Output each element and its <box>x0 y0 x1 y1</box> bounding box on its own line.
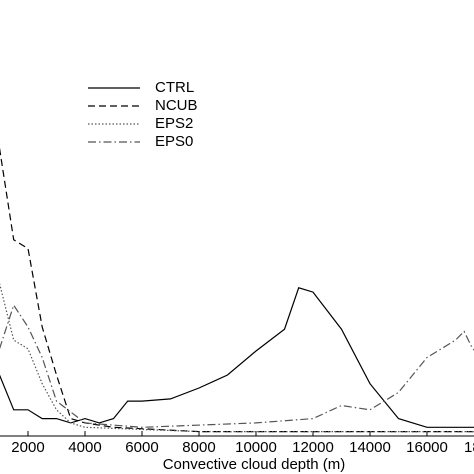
legend-label: NCUB <box>155 97 198 114</box>
x-tick-label: 6000 <box>125 439 158 456</box>
series-line <box>0 283 474 433</box>
x-tick-label: 2000 <box>11 439 44 456</box>
x-tick-label: 4000 <box>68 439 101 456</box>
series-line <box>0 287 474 428</box>
x-tick-label: 18 <box>464 439 474 456</box>
legend-label: CTRL <box>155 79 194 96</box>
legend-label: EPS0 <box>155 133 193 150</box>
series-line <box>0 148 474 433</box>
x-axis-label: Convective cloud depth (m) <box>163 456 346 473</box>
x-tick-label: 12000 <box>292 439 334 456</box>
x-tick-label: 8000 <box>182 439 215 456</box>
legend-label: EPS2 <box>155 115 193 132</box>
x-tick-label: 16000 <box>406 439 448 456</box>
x-tick-label: 10000 <box>235 439 277 456</box>
series-line <box>0 303 474 428</box>
x-tick-label: 14000 <box>349 439 391 456</box>
